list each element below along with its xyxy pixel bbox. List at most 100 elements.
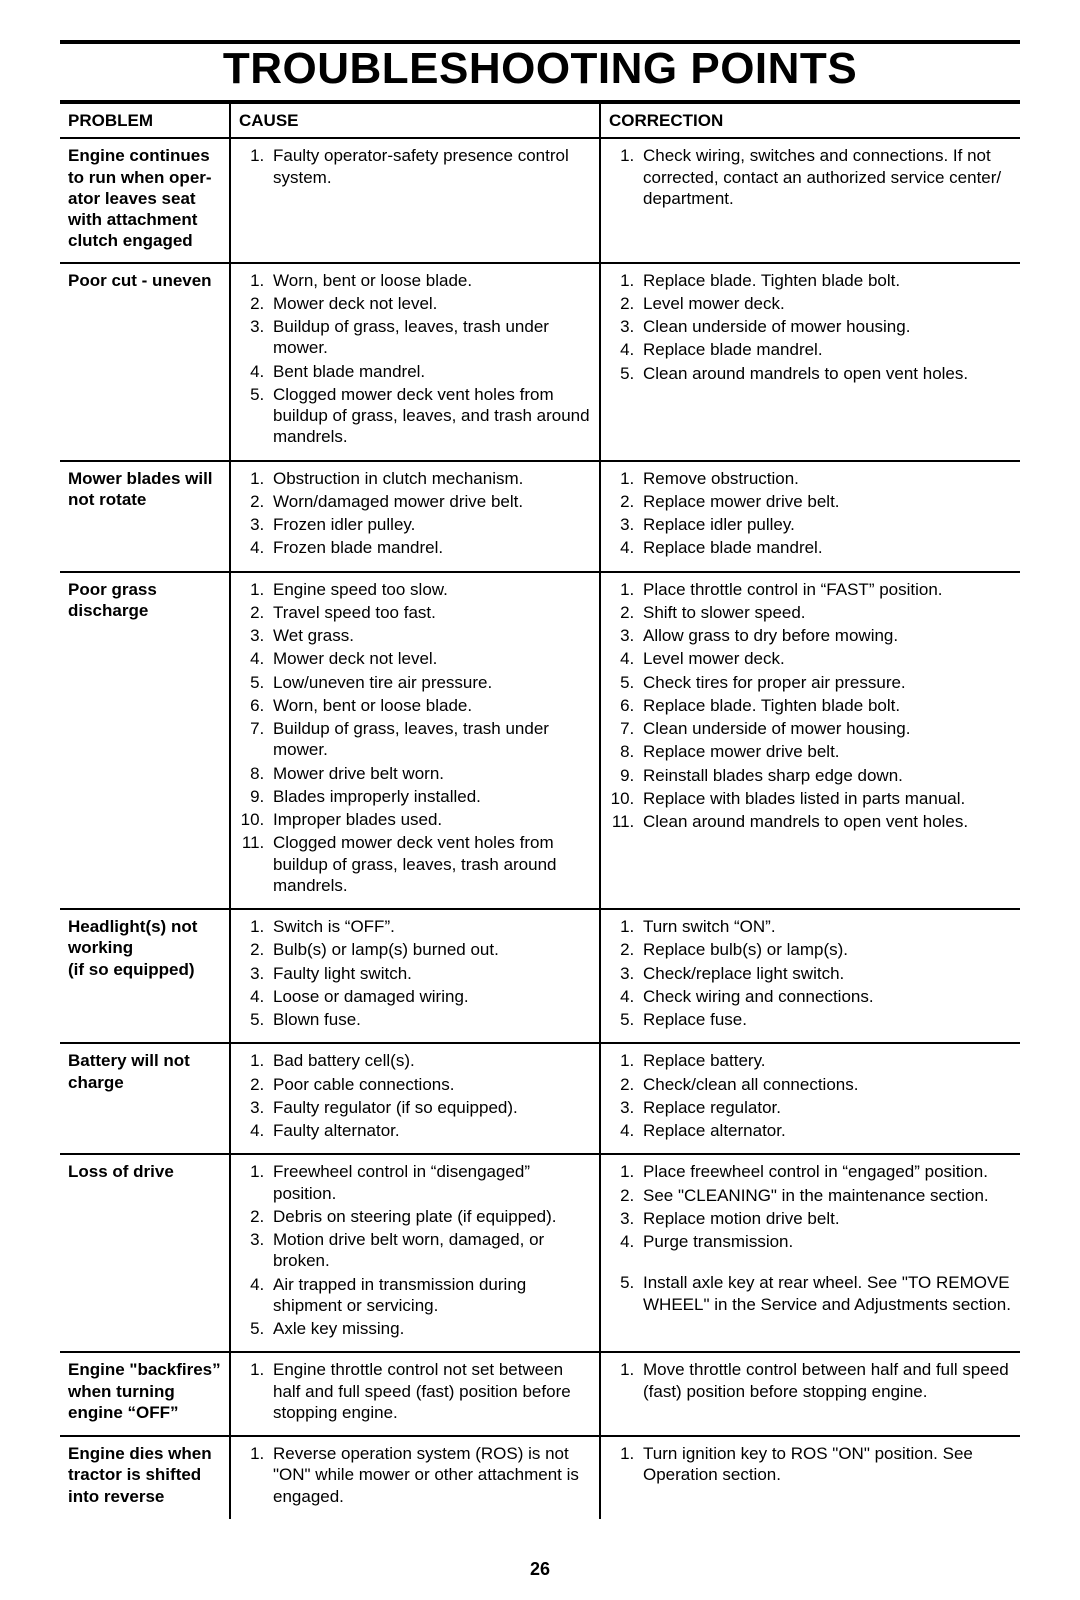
cause-item: Bent blade mandrel. — [269, 361, 591, 382]
correction-item: Replace mower drive belt. — [639, 741, 1012, 762]
correction-list: Remove obstruction.Replace mower drive b… — [609, 468, 1012, 559]
correction-item: Replace blade mandrel. — [639, 537, 1012, 558]
correction-item: Clean around mandrels to open vent holes… — [639, 363, 1012, 384]
correction-list: Move throttle control between half and f… — [609, 1359, 1012, 1402]
table-row: Battery will not chargeBad battery cell(… — [60, 1043, 1020, 1154]
correction-item: Place throttle control in “FAST” positio… — [639, 579, 1012, 600]
table-row: Engine "back­fires” when turn­ing engine… — [60, 1352, 1020, 1436]
page-number: 26 — [60, 1559, 1020, 1580]
cause-list: Obstruction in clutch mechanism.Worn/dam… — [239, 468, 591, 559]
col-header-correction: CORRECTION — [600, 104, 1020, 138]
correction-item: Replace mower drive belt. — [639, 491, 1012, 512]
table-row: Poor grass dischargeEngine speed too slo… — [60, 572, 1020, 910]
cause-list: Reverse operation system (ROS) is not "O… — [239, 1443, 591, 1507]
correction-item: Check wiring, switches and connections. … — [639, 145, 1012, 209]
cause-item: Switch is “OFF”. — [269, 916, 591, 937]
correction-item: Clean underside of mower housing. — [639, 718, 1012, 739]
cause-cell: Faulty operator-safety presence control … — [230, 138, 600, 262]
correction-item: Check wiring and connections. — [639, 986, 1012, 1007]
correction-item: Remove obstruction. — [639, 468, 1012, 489]
cause-item: Faulty operator-safety presence control … — [269, 145, 591, 188]
correction-item: Check tires for proper air pressure. — [639, 672, 1012, 693]
cause-item: Blades improperly installed. — [269, 786, 591, 807]
cause-item: Mower deck not level. — [269, 293, 591, 314]
correction-item: Replace with blades listed in parts manu… — [639, 788, 1012, 809]
table-body: Engine continues to run when oper­ator l… — [60, 138, 1020, 1519]
correction-cell: Check wiring, switches and connections. … — [600, 138, 1020, 262]
cause-item: Debris on steering plate (if equipped). — [269, 1206, 591, 1227]
correction-cell: Replace blade. Tighten blade bolt.Level … — [600, 263, 1020, 461]
table-row: Loss of driveFreewheel control in “disen… — [60, 1154, 1020, 1352]
correction-item: Level mower deck. — [639, 648, 1012, 669]
cause-item: Axle key missing. — [269, 1318, 591, 1339]
cause-item: Faulty regulator (if so equipped). — [269, 1097, 591, 1118]
correction-list: Turn ignition key to ROS "ON" position. … — [609, 1443, 1012, 1486]
cause-item: Motion drive belt worn, damaged, or brok… — [269, 1229, 591, 1272]
correction-cell: Replace battery.Check/clean all connecti… — [600, 1043, 1020, 1154]
correction-list: Place freewheel control in “engaged” pos… — [609, 1161, 1012, 1315]
correction-item: Place freewheel control in “engaged” pos… — [639, 1161, 1012, 1182]
cause-item: Travel speed too fast. — [269, 602, 591, 623]
table-row: Engine continues to run when oper­ator l… — [60, 138, 1020, 262]
cause-list: Worn, bent or loose blade.Mower deck not… — [239, 270, 591, 448]
cause-cell: Engine throttle control not set between … — [230, 1352, 600, 1436]
cause-item: Worn, bent or loose blade. — [269, 695, 591, 716]
cause-item: Engine throttle control not set between … — [269, 1359, 591, 1423]
cause-list: Switch is “OFF”.Bulb(s) or lamp(s) burne… — [239, 916, 591, 1030]
correction-list: Turn switch “ON”.Replace bulb(s) or lamp… — [609, 916, 1012, 1030]
cause-item: Improper blades used. — [269, 809, 591, 830]
cause-item: Freewheel control in “disengaged” positi… — [269, 1161, 591, 1204]
problem-cell: Engine dies when tractor is shifted into… — [60, 1436, 230, 1519]
correction-item: Allow grass to dry before mowing. — [639, 625, 1012, 646]
cause-item: Mower deck not level. — [269, 648, 591, 669]
col-header-problem: PROBLEM — [60, 104, 230, 138]
cause-item: Clogged mower deck vent holes from build… — [269, 832, 591, 896]
correction-item: Replace bulb(s) or lamp(s). — [639, 939, 1012, 960]
cause-list: Faulty operator-safety presence control … — [239, 145, 591, 188]
correction-list: Place throttle control in “FAST” positio… — [609, 579, 1012, 833]
correction-cell: Place freewheel control in “engaged” pos… — [600, 1154, 1020, 1352]
correction-item: Check/replace light switch. — [639, 963, 1012, 984]
cause-item: Bad battery cell(s). — [269, 1050, 591, 1071]
problem-cell: Headlight(s) not working(if so equipped) — [60, 909, 230, 1043]
correction-cell: Place throttle control in “FAST” positio… — [600, 572, 1020, 910]
problem-cell: Poor cut - uneven — [60, 263, 230, 461]
cause-item: Buildup of grass, leaves, trash under mo… — [269, 316, 591, 359]
correction-item: Replace motion drive belt. — [639, 1208, 1012, 1229]
cause-cell: Engine speed too slow.Travel speed too f… — [230, 572, 600, 910]
problem-cell: Poor grass discharge — [60, 572, 230, 910]
correction-item: Clean underside of mower housing. — [639, 316, 1012, 337]
correction-item: Replace fuse. — [639, 1009, 1012, 1030]
cause-cell: Bad battery cell(s).Poor cable connectio… — [230, 1043, 600, 1154]
cause-list: Bad battery cell(s).Poor cable connectio… — [239, 1050, 591, 1141]
correction-item: See "CLEANING" in the maintenance sectio… — [639, 1185, 1012, 1206]
cause-cell: Obstruction in clutch mechanism.Worn/dam… — [230, 461, 600, 572]
correction-item: Replace battery. — [639, 1050, 1012, 1071]
cause-list: Engine throttle control not set between … — [239, 1359, 591, 1423]
correction-item: Replace regulator. — [639, 1097, 1012, 1118]
correction-item: Replace alternator. — [639, 1120, 1012, 1141]
col-header-cause: CAUSE — [230, 104, 600, 138]
table-header-row: PROBLEM CAUSE CORRECTION — [60, 104, 1020, 138]
cause-item: Buildup of grass, leaves, trash under mo… — [269, 718, 591, 761]
correction-item: Turn switch “ON”. — [639, 916, 1012, 937]
table-row: Headlight(s) not working(if so equipped)… — [60, 909, 1020, 1043]
problem-cell: Engine continues to run when oper­ator l… — [60, 138, 230, 262]
troubleshooting-table: PROBLEM CAUSE CORRECTION Engine continue… — [60, 104, 1020, 1519]
cause-item: Faulty alternator. — [269, 1120, 591, 1141]
page-title: TROUBLESHOOTING POINTS — [60, 44, 1020, 94]
cause-item: Obstruction in clutch mechanism. — [269, 468, 591, 489]
cause-item: Wet grass. — [269, 625, 591, 646]
correction-cell: Move throttle control between half and f… — [600, 1352, 1020, 1436]
cause-cell: Reverse operation system (ROS) is not "O… — [230, 1436, 600, 1519]
correction-item: Replace blade. Tighten blade bolt. — [639, 270, 1012, 291]
correction-item: Replace idler pulley. — [639, 514, 1012, 535]
cause-item: Worn, bent or loose blade. — [269, 270, 591, 291]
correction-cell: Turn ignition key to ROS "ON" position. … — [600, 1436, 1020, 1519]
problem-cell: Mower blades will not rotate — [60, 461, 230, 572]
cause-item: Worn/damaged mower drive belt. — [269, 491, 591, 512]
cause-item: Frozen blade mandrel. — [269, 537, 591, 558]
table-row: Poor cut - unevenWorn, bent or loose bla… — [60, 263, 1020, 461]
correction-list: Replace battery.Check/clean all connecti… — [609, 1050, 1012, 1141]
problem-cell: Battery will not charge — [60, 1043, 230, 1154]
